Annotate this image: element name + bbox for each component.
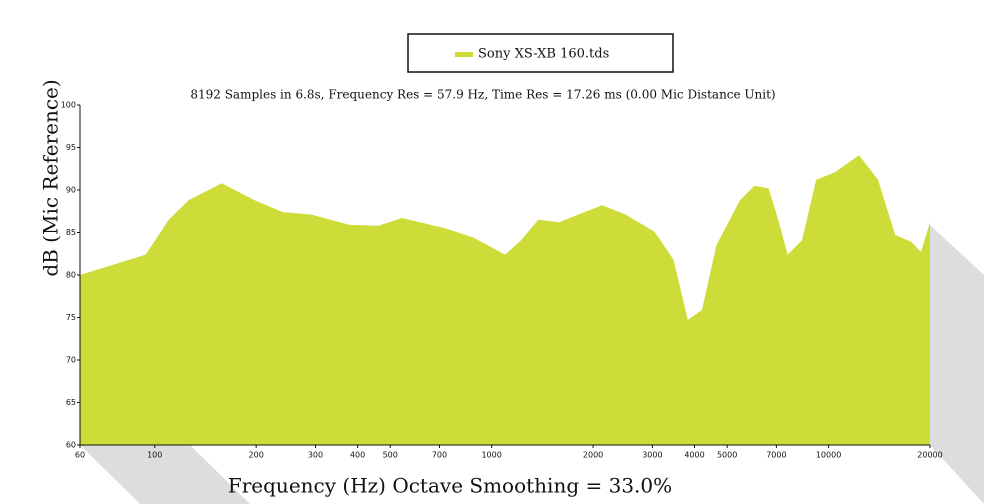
- x-tick-label: 700: [432, 451, 447, 460]
- x-tick-label: 100: [147, 451, 162, 460]
- shadow: [930, 225, 984, 504]
- y-tick-label: 60: [66, 441, 76, 450]
- y-tick-label: 70: [66, 356, 76, 365]
- x-tick-label: 20000: [917, 451, 942, 460]
- y-tick-label: 95: [66, 143, 76, 152]
- y-tick-label: 80: [66, 271, 76, 280]
- x-tick-label: 7000: [766, 451, 786, 460]
- shadow: [80, 445, 250, 504]
- area: [80, 155, 930, 445]
- legend-box: [407, 33, 674, 73]
- x-tick-label: 4000: [684, 451, 704, 460]
- y-tick-label: 75: [66, 313, 76, 322]
- x-tick-label: 500: [383, 451, 398, 460]
- x-tick-label: 300: [308, 451, 323, 460]
- x-tick-label: 5000: [717, 451, 737, 460]
- x-tick-label: 1000: [481, 451, 501, 460]
- x-tick-label: 400: [350, 451, 365, 460]
- x-tick-label: 2000: [583, 451, 603, 460]
- chart-subtitle: 8192 Samples in 6.8s, Frequency Res = 57…: [190, 88, 775, 102]
- y-axis-label: dB (Mic Reference): [39, 79, 63, 276]
- y-tick-label: 85: [66, 228, 76, 237]
- x-tick-label: 200: [249, 451, 264, 460]
- y-tick-label: 90: [66, 186, 76, 195]
- legend-label: Sony XS-XB 160.tds: [478, 47, 609, 62]
- x-tick-label: 10000: [816, 451, 841, 460]
- legend-swatch: [455, 52, 473, 57]
- y-tick-label: 65: [66, 398, 76, 407]
- x-tick-label: 3000: [642, 451, 662, 460]
- x-axis-label: Frequency (Hz) Octave Smoothing = 33.0%: [228, 474, 672, 498]
- y-tick-label: 100: [61, 101, 76, 110]
- x-tick-label: 60: [75, 451, 85, 460]
